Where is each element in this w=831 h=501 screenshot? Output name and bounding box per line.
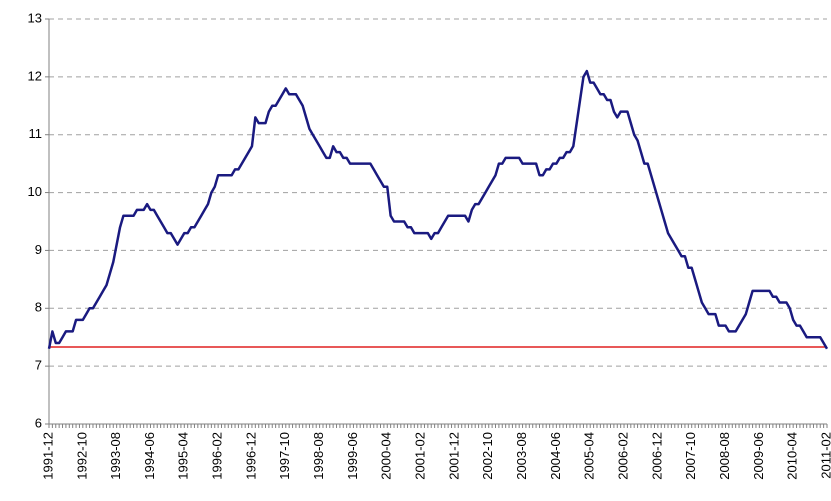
- x-tick-label: 1992-10: [74, 432, 89, 480]
- x-tick-label: 2006-12: [649, 432, 664, 480]
- x-tick-label: 2010-04: [785, 432, 800, 480]
- x-tick-label: 2009-06: [751, 432, 766, 480]
- x-tick-label: 2000-04: [379, 432, 394, 480]
- y-tick-label: 6: [35, 415, 42, 430]
- x-tick-label: 2003-08: [514, 432, 529, 480]
- y-tick-label: 7: [35, 358, 42, 373]
- data-line: [47, 69, 829, 350]
- x-tick-label: 2006-02: [615, 432, 630, 480]
- y-tick-label: 10: [28, 184, 42, 199]
- x-tick-label: 2001-12: [446, 432, 461, 480]
- y-tick-label: 11: [29, 126, 43, 141]
- x-tick-label: 1996-12: [243, 432, 258, 480]
- x-tick-label: 1997-10: [277, 432, 292, 480]
- x-tick-label: 2007-10: [683, 432, 698, 480]
- x-tick-label: 1999-06: [345, 432, 360, 480]
- x-tick-label: 1991-12: [40, 432, 55, 480]
- x-tick-label: 1993-08: [108, 432, 123, 480]
- x-tick-label: 1996-02: [210, 432, 225, 480]
- x-tick-label: 2002-10: [480, 432, 495, 480]
- x-tick-label: 2001-02: [413, 432, 428, 480]
- x-tick-label: 2008-08: [717, 432, 732, 480]
- y-tick-label: 13: [28, 10, 42, 25]
- x-tick-label: 1998-08: [311, 432, 326, 480]
- y-tick-label: 9: [35, 242, 42, 257]
- x-tick-label: 1995-04: [176, 432, 191, 480]
- y-tick-label: 12: [28, 68, 42, 83]
- x-tick-label: 1994-06: [142, 432, 157, 480]
- x-tick-label: 2004-06: [548, 432, 563, 480]
- x-tick-label: 2011-02: [818, 432, 831, 479]
- x-tick-label: 2005-04: [582, 432, 597, 480]
- y-tick-label: 8: [35, 300, 42, 315]
